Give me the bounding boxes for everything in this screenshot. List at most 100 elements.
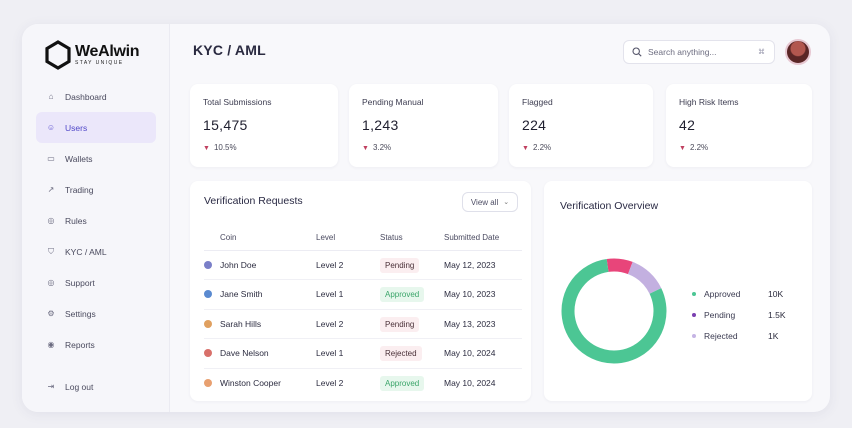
stat-label: Flagged	[522, 97, 553, 107]
panel-title: Verification Requests	[204, 195, 303, 207]
search-shortcut: ⌘	[758, 49, 765, 56]
table-row[interactable]: John Doe Level 2 Pending May 12, 2023	[204, 250, 522, 280]
table-header-row: Coin Level Status Submitted Date	[204, 225, 522, 251]
wallet-icon: ▭	[47, 154, 55, 163]
trending-icon: ↗	[47, 185, 55, 194]
table-row[interactable]: Jane Smith Level 1 Approved May 10, 2023	[204, 279, 522, 310]
level-cell: Level 2	[316, 309, 380, 339]
column-header[interactable]: Coin	[204, 225, 316, 251]
status-cell: Pending	[380, 250, 444, 280]
status-cell: Rejected	[380, 338, 444, 369]
stat-label: Pending Manual	[362, 97, 424, 107]
legend-value: 10K	[768, 288, 784, 299]
status-cell: Pending	[380, 309, 444, 339]
coin-cell: Jane Smith	[204, 279, 316, 310]
sidebar-item-settings[interactable]: ⚙ Settings	[36, 298, 156, 329]
brand-logo[interactable]: WeAlwin STAY UNIQUE	[44, 40, 140, 70]
legend-label: Pending	[704, 309, 736, 320]
table-row[interactable]: Winston Cooper Level 2 Approved May 10, 202…	[204, 368, 522, 398]
sidebar-item-support[interactable]: ◎ Support	[36, 267, 156, 298]
stat-card-pending: Pending Manual 1,243 ▼ 3.2%	[349, 84, 498, 167]
verification-requests-panel: Verification Requests View all ⌄ Coin Lev…	[190, 181, 531, 401]
sidebar-item-label: Users	[65, 122, 88, 133]
sidebar-item-users[interactable]: ☺ Users	[36, 112, 156, 143]
coin-cell: John Doe	[204, 250, 316, 280]
stat-card-high-risk: High Risk Items 42 ▼ 2.2%	[666, 84, 812, 167]
stat-card-total: Total Submissions 15,475 ▼ 10.5%	[190, 84, 338, 167]
logout-icon: ⇥	[47, 382, 55, 391]
sidebar-item-label: KYC / AML	[65, 246, 107, 257]
rules-icon: ◎	[47, 216, 55, 225]
gear-icon: ⚙	[47, 309, 55, 318]
users-icon: ☺	[46, 123, 56, 132]
legend-label: Rejected	[704, 330, 738, 341]
legend-dot	[692, 333, 696, 338]
legend-label: Approved	[704, 288, 741, 299]
level-cell: Level 1	[316, 279, 380, 310]
stat-value: 1,243	[362, 117, 399, 133]
coin-icon	[204, 290, 212, 299]
support-icon: ◎	[47, 278, 55, 287]
status-badge: Pending	[380, 316, 420, 332]
table-row[interactable]: Sarah Hills Level 2 Pending May 13, 2023	[204, 309, 522, 339]
sidebar-item-label: Support	[65, 277, 95, 288]
sidebar-item-reports[interactable]: ◉ Reports	[36, 329, 156, 360]
sidebar-item-rules[interactable]: ◎ Rules	[36, 205, 156, 236]
logout-label: Log out	[65, 381, 94, 392]
legend-value: 1K	[768, 330, 779, 341]
report-icon: ◉	[47, 340, 55, 349]
column-header[interactable]: Level	[316, 225, 380, 251]
user-name: John Doe	[220, 259, 257, 270]
stat-card-flagged: Flagged 224 ▼ 2.2%	[509, 84, 653, 167]
down-arrow-icon: ▼	[522, 145, 529, 152]
stat-label: High Risk Items	[679, 97, 739, 107]
user-name: Sarah Hills	[220, 318, 262, 329]
user-name: Dave Nelson	[220, 348, 269, 359]
sidebar-item-wallets[interactable]: ▭ Wallets	[36, 143, 156, 174]
status-badge: Rejected	[380, 346, 422, 362]
level-cell: Level 1	[316, 338, 380, 369]
user-name: Jane Smith	[220, 289, 263, 300]
legend-dot	[692, 312, 696, 317]
sidebar-item-label: Dashboard	[65, 91, 107, 102]
logout-button[interactable]: ⇥ Log out	[36, 371, 156, 402]
donut-slice-approved[interactable]	[561, 258, 667, 364]
view-all-button[interactable]: View all ⌄	[462, 192, 518, 212]
legend-item: Approved 10K	[692, 283, 802, 304]
verification-overview-panel: Verification Overview Approved 10K Pending…	[544, 181, 812, 401]
date-cell: May 10, 2024	[444, 378, 496, 388]
coin-icon	[204, 260, 212, 269]
down-arrow-icon: ▼	[203, 145, 210, 152]
status-cell: Approved	[380, 279, 444, 310]
status-badge: Pending	[380, 257, 420, 273]
app-window: WeAlwin STAY UNIQUE ⌂ Dashboard ☺ Users ▭ Wal…	[22, 24, 830, 412]
sidebar-item-dashboard[interactable]: ⌂ Dashboard	[36, 81, 156, 112]
sidebar-item-label: Settings	[65, 308, 96, 319]
stat-value: 15,475	[203, 117, 248, 133]
level-cell: Level 2	[316, 378, 344, 388]
chart-legend: Approved 10K Pending 1.5K Rejected 1K	[692, 283, 802, 346]
table-row[interactable]: Dave Nelson Level 1 Rejected May 10, 2024	[204, 338, 522, 369]
search-input[interactable]: Search anything... ⌘	[623, 40, 775, 64]
avatar[interactable]	[785, 39, 811, 65]
coin-cell: Sarah Hills	[204, 309, 316, 339]
shield-icon: ⛉	[48, 246, 54, 256]
column-header[interactable]: Submitted Date	[444, 225, 522, 251]
column-header[interactable]: Status	[380, 225, 444, 251]
overview-donut-chart	[561, 258, 667, 364]
stat-delta: ▼ 10.5%	[203, 143, 237, 152]
sidebar-item-kyc-aml[interactable]: ⛉ KYC / AML	[36, 236, 156, 267]
date-cell: May 13, 2023	[444, 309, 522, 339]
stat-value: 224	[522, 117, 547, 133]
status-cell: Approved	[380, 368, 444, 398]
search-icon	[632, 47, 642, 57]
date-cell: May 12, 2023	[444, 250, 522, 280]
sidebar-item-label: Wallets	[65, 153, 93, 164]
legend-dot	[692, 291, 696, 296]
stat-delta: ▼ 2.2%	[679, 143, 709, 152]
down-arrow-icon: ▼	[362, 145, 369, 152]
legend-item: Rejected 1K	[692, 325, 802, 346]
panel-title: Verification Overview	[560, 200, 659, 212]
coin-icon	[204, 349, 212, 358]
sidebar-item-trading[interactable]: ↗ Trading	[36, 174, 156, 205]
